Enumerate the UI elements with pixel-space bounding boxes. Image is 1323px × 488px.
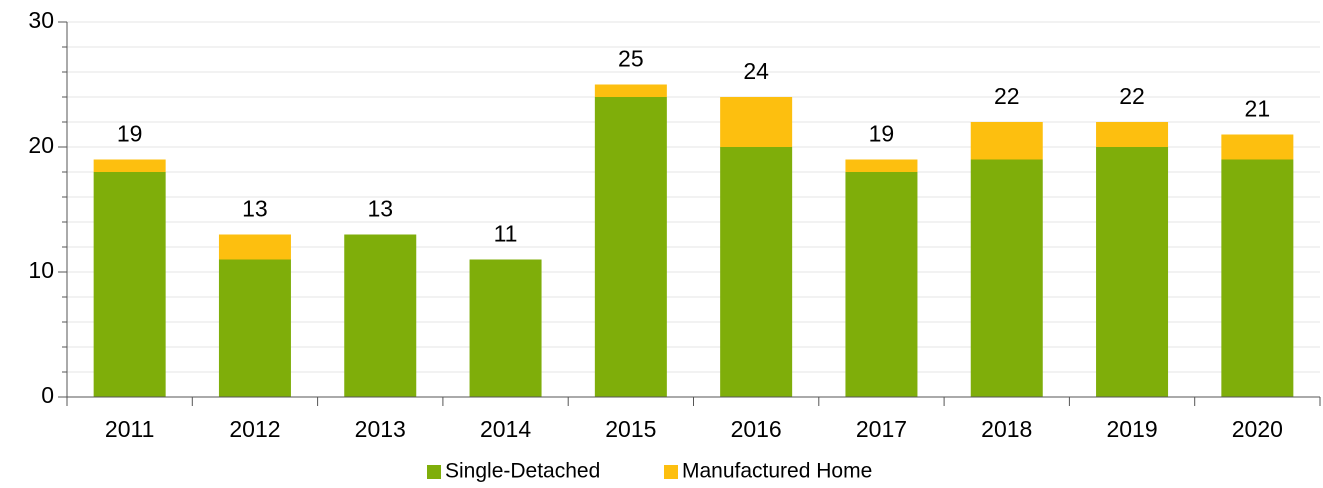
total-label: 19 <box>117 121 143 147</box>
bar-segment <box>845 172 918 397</box>
total-label: 25 <box>618 46 644 72</box>
total-label: 21 <box>1245 96 1271 122</box>
total-label: 13 <box>242 196 268 222</box>
bar-segment <box>469 259 542 397</box>
bar-segment <box>218 234 291 260</box>
y-tick-label: 20 <box>28 132 54 158</box>
bar-segment <box>594 84 667 97</box>
legend-label: Manufactured Home <box>682 460 872 483</box>
x-tick-label: 2016 <box>731 416 782 442</box>
x-tick-label: 2020 <box>1232 416 1283 442</box>
bar-segment <box>720 97 793 147</box>
bar-segment <box>1096 122 1169 147</box>
x-tick-label: 2018 <box>981 416 1032 442</box>
total-label: 22 <box>994 83 1020 109</box>
legend-swatch <box>427 465 441 479</box>
x-tick-label: 2015 <box>605 416 656 442</box>
x-tick-label: 2014 <box>480 416 531 442</box>
legend-label: Single-Detached <box>445 460 600 483</box>
legend-swatch <box>664 465 678 479</box>
total-label: 19 <box>869 121 895 147</box>
bar-segment <box>1221 159 1294 397</box>
x-tick-label: 2017 <box>856 416 907 442</box>
x-tick-label: 2012 <box>229 416 280 442</box>
bar-segment <box>845 159 918 172</box>
y-tick-label: 0 <box>41 382 54 408</box>
bar-segment <box>594 97 667 397</box>
bar-segment <box>970 122 1043 160</box>
x-tick-label: 2019 <box>1106 416 1157 442</box>
total-label: 11 <box>494 221 518 247</box>
bar-segment <box>1221 134 1294 160</box>
total-label: 24 <box>743 58 769 84</box>
total-label: 22 <box>1119 83 1145 109</box>
bar-segment <box>720 147 793 397</box>
x-tick-label: 2013 <box>355 416 406 442</box>
bar-segment <box>344 234 417 397</box>
total-label: 13 <box>367 196 393 222</box>
bar-segment <box>93 172 166 397</box>
y-tick-label: 30 <box>28 7 54 33</box>
x-tick-label: 2011 <box>105 416 154 442</box>
bar-segment <box>93 159 166 172</box>
y-tick-label: 10 <box>28 257 54 283</box>
bar-segment <box>1096 147 1169 397</box>
bar-segment <box>970 159 1043 397</box>
bar-segment <box>218 259 291 397</box>
